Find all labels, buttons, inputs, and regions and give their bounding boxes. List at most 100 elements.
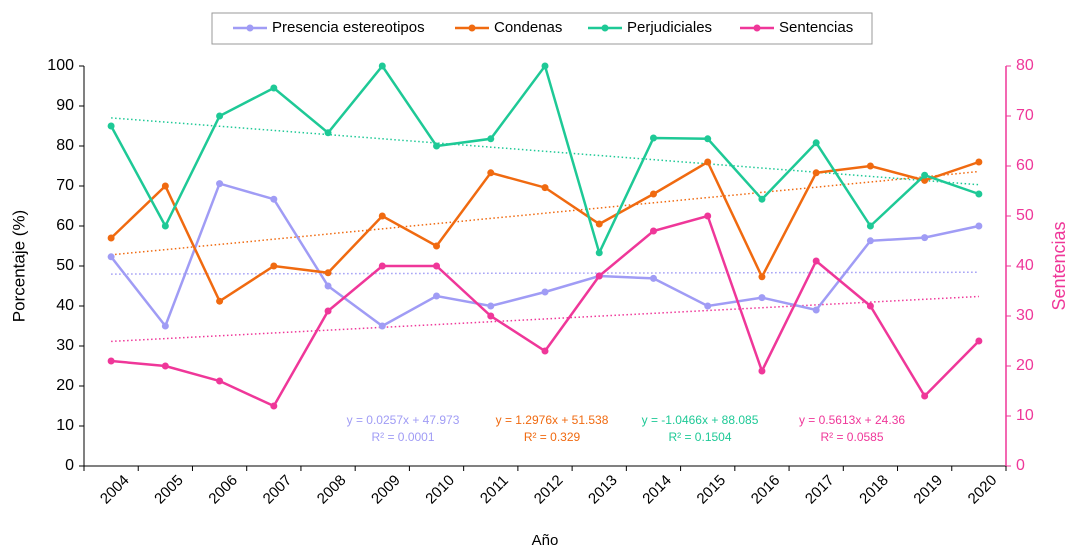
point: [758, 367, 766, 375]
y2-tick-label: 80: [1016, 57, 1034, 74]
y-tick-label: 20: [56, 377, 74, 394]
legend-label: Sentencias: [779, 19, 853, 36]
point: [216, 180, 224, 188]
x-tick-label: 2010: [422, 472, 458, 508]
y-tick-label: 30: [56, 337, 74, 354]
series-line: [111, 214, 980, 408]
legend-marker: [246, 24, 254, 32]
trend-equation: y = 0.0257x + 47.973: [347, 413, 460, 427]
x-tick-label: 2008: [314, 472, 350, 508]
point: [324, 282, 332, 290]
point: [812, 306, 820, 314]
point: [107, 253, 115, 261]
y-tick-label: 100: [47, 57, 74, 74]
point: [378, 262, 386, 270]
point: [921, 176, 929, 184]
trend-equation: y = 0.5613x + 24.36: [799, 413, 905, 427]
series-line: [110, 160, 980, 304]
y2-axis-label: Sentencias: [1049, 221, 1069, 310]
legend-marker: [601, 24, 609, 32]
point: [595, 220, 603, 228]
trendline: [111, 271, 979, 275]
x-tick-label: 2012: [531, 472, 567, 508]
x-tick-label: 2019: [910, 472, 946, 508]
point: [324, 307, 332, 315]
point: [541, 184, 549, 192]
point: [324, 269, 332, 277]
point: [704, 158, 712, 166]
point: [595, 249, 603, 257]
point: [107, 357, 115, 365]
y-axis-label: Porcentaje (%): [9, 210, 28, 322]
point: [107, 122, 115, 130]
y2-tick-label: 50: [1016, 207, 1034, 224]
x-tick-label: 2018: [856, 472, 892, 508]
point: [216, 112, 224, 120]
point: [975, 222, 983, 230]
point: [649, 227, 657, 235]
point: [649, 274, 657, 282]
point: [487, 302, 495, 310]
trendline: [111, 170, 979, 256]
y-tick-label: 40: [56, 297, 74, 314]
y2-tick-label: 30: [1016, 307, 1034, 324]
trend-r2: R² = 0.0001: [371, 430, 434, 444]
point: [975, 190, 983, 198]
point: [921, 171, 929, 179]
point: [378, 62, 386, 70]
trendline: [111, 117, 979, 186]
x-tick-label: 2015: [694, 472, 730, 508]
point: [270, 262, 278, 270]
x-tick-label: 2004: [97, 472, 133, 508]
point: [975, 158, 983, 166]
point: [649, 190, 657, 198]
point: [866, 302, 874, 310]
y-tick-label: 0: [65, 457, 74, 474]
point: [758, 273, 766, 281]
point: [812, 139, 820, 147]
point: [812, 169, 820, 177]
x-tick-label: 2009: [368, 472, 404, 508]
point: [378, 212, 386, 220]
legend-label: Condenas: [494, 19, 562, 36]
point: [487, 135, 495, 143]
legend-marker: [468, 24, 476, 32]
point: [704, 302, 712, 310]
x-tick-label: 2007: [260, 472, 296, 508]
point: [812, 257, 820, 265]
x-tick-label: 2013: [585, 472, 621, 508]
y-tick-label: 80: [56, 137, 74, 154]
point: [487, 169, 495, 177]
point: [270, 195, 278, 203]
point: [975, 337, 983, 345]
x-tick-label: 2017: [802, 472, 838, 508]
series-line: [110, 182, 980, 329]
point: [595, 272, 603, 280]
point: [921, 392, 929, 400]
point: [270, 402, 278, 410]
y-tick-label: 70: [56, 177, 74, 194]
point: [378, 322, 386, 330]
trend-r2: R² = 0.329: [524, 430, 581, 444]
y-tick-label: 10: [56, 417, 74, 434]
y2-tick-label: 40: [1016, 257, 1034, 274]
x-axis-label: Año: [532, 532, 559, 548]
point: [649, 134, 657, 142]
series-line: [110, 63, 980, 257]
point: [216, 377, 224, 385]
point: [161, 182, 169, 190]
point: [161, 322, 169, 330]
legend-label: Presencia estereotipos: [272, 19, 425, 36]
x-tick-label: 2014: [639, 472, 675, 508]
x-tick-label: 2020: [965, 472, 1001, 508]
point: [433, 292, 441, 300]
y2-tick-label: 10: [1016, 407, 1034, 424]
trend-equation: y = 1.2976x + 51.538: [496, 413, 609, 427]
point: [758, 195, 766, 203]
point: [270, 84, 278, 92]
trendline: [111, 295, 979, 343]
y2-tick-label: 0: [1016, 457, 1025, 474]
y-tick-label: 90: [56, 97, 74, 114]
x-tick-label: 2005: [151, 472, 187, 508]
